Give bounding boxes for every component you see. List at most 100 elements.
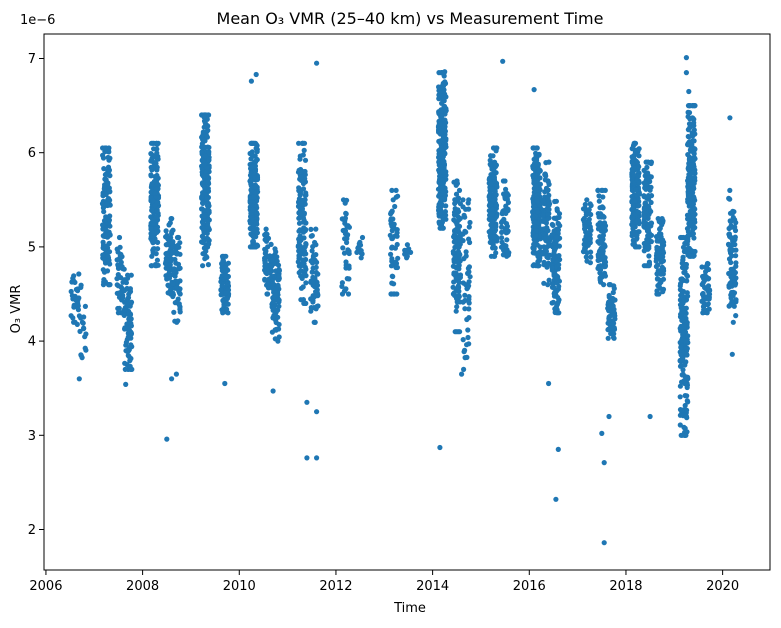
data-point (104, 201, 110, 207)
data-point (100, 252, 106, 258)
data-point (206, 157, 212, 163)
data-point (659, 264, 665, 270)
data-point (656, 291, 662, 297)
data-point (608, 325, 615, 331)
data-point (612, 297, 618, 303)
data-point (339, 291, 346, 297)
data-point (78, 282, 84, 288)
data-point (171, 309, 177, 315)
data-point (304, 455, 310, 461)
data-point (150, 198, 156, 204)
data-point (154, 200, 160, 206)
data-point (602, 263, 608, 270)
data-point (200, 239, 206, 246)
data-point (647, 187, 653, 193)
data-point (262, 276, 268, 282)
data-point (206, 144, 212, 151)
data-point (452, 200, 458, 207)
data-point (499, 210, 505, 216)
data-point (584, 258, 590, 264)
data-point (389, 256, 395, 262)
data-point (254, 156, 260, 162)
data-point (309, 248, 315, 254)
data-point (599, 187, 605, 193)
data-point (276, 273, 282, 279)
data-point (687, 154, 693, 160)
data-point (636, 202, 642, 209)
data-point (530, 250, 536, 256)
data-point (153, 160, 159, 167)
data-point (167, 220, 173, 226)
data-point (393, 187, 399, 193)
data-point (101, 166, 107, 172)
data-point (678, 344, 684, 350)
data-point (301, 235, 307, 241)
data-point (733, 247, 739, 253)
data-point (466, 206, 472, 212)
data-point (466, 296, 472, 302)
data-point (251, 194, 257, 200)
data-point (437, 210, 443, 216)
data-point (685, 186, 692, 192)
data-point (541, 217, 547, 223)
x-tick-label: 2014 (416, 579, 449, 594)
data-point (389, 280, 395, 286)
data-point (597, 220, 603, 226)
data-point (630, 223, 636, 229)
data-point (76, 376, 82, 382)
data-point (125, 326, 131, 332)
data-point (645, 227, 652, 233)
data-point (636, 191, 643, 197)
data-point (77, 328, 83, 334)
data-point (678, 352, 684, 358)
data-point (276, 321, 282, 328)
data-point (729, 210, 736, 216)
data-point (100, 282, 107, 288)
data-point (454, 221, 460, 227)
data-point (530, 214, 536, 220)
data-point (309, 269, 315, 275)
data-point (443, 94, 449, 100)
data-point (648, 232, 655, 238)
data-point (105, 253, 111, 259)
data-point (443, 212, 449, 218)
data-point (488, 201, 494, 208)
plot-frame (43, 33, 771, 571)
data-point (533, 145, 540, 151)
x-tick-label: 2010 (223, 579, 256, 594)
data-point (653, 258, 659, 264)
data-point (440, 225, 446, 231)
data-point (154, 150, 160, 156)
data-point (729, 235, 735, 241)
data-point (607, 282, 613, 288)
data-point (685, 333, 691, 339)
data-point (659, 216, 665, 222)
data-point (438, 177, 444, 183)
data-point (172, 300, 178, 306)
data-point (587, 201, 593, 207)
data-point (296, 140, 302, 146)
data-point (690, 231, 697, 237)
data-point (692, 206, 698, 212)
data-point (687, 247, 694, 253)
data-point (692, 248, 698, 255)
data-point (163, 234, 169, 240)
data-point (252, 190, 258, 196)
data-point (172, 273, 178, 279)
data-point (533, 183, 539, 189)
data-point (634, 159, 641, 166)
data-point (224, 300, 230, 306)
data-point (451, 234, 457, 240)
y-offset-label: 1e−6 (20, 13, 55, 28)
data-point (438, 145, 444, 151)
data-point (83, 347, 89, 353)
data-point (149, 238, 155, 244)
data-point (177, 291, 183, 297)
data-point (699, 281, 705, 288)
data-point (530, 230, 536, 236)
data-point (654, 244, 660, 250)
data-point (463, 253, 469, 259)
data-point (630, 241, 636, 247)
data-point (679, 432, 685, 438)
data-point (394, 291, 400, 297)
